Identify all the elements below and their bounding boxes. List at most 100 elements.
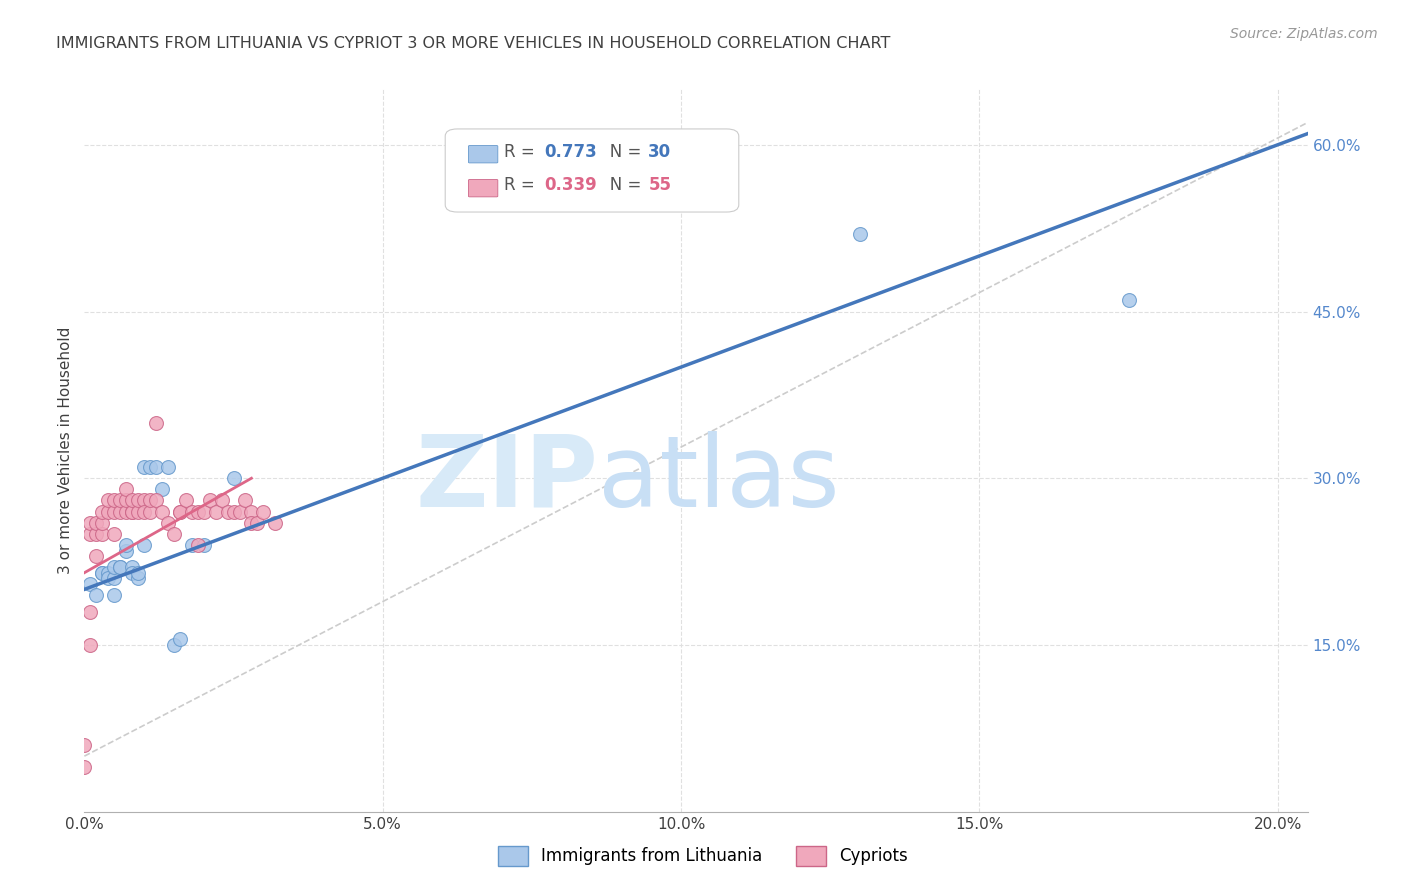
Legend: Immigrants from Lithuania, Cypriots: Immigrants from Lithuania, Cypriots: [485, 832, 921, 880]
Point: [132, 505, 155, 519]
Point: [145, 416, 167, 430]
Point: [108, 560, 131, 574]
Point: [240, 505, 263, 519]
Point: [79, 516, 101, 530]
FancyBboxPatch shape: [446, 129, 738, 212]
Point: [115, 505, 138, 519]
Point: [91, 566, 114, 580]
Point: [84, 516, 107, 530]
Point: [97, 493, 120, 508]
Point: [121, 566, 143, 580]
Point: [108, 493, 131, 508]
Point: [97, 566, 120, 580]
Point: [103, 505, 125, 519]
Point: [91, 516, 114, 530]
FancyBboxPatch shape: [468, 179, 498, 197]
Point: [156, 460, 179, 475]
Point: [174, 493, 197, 508]
Point: [163, 638, 186, 652]
Point: [252, 505, 274, 519]
Point: [103, 571, 125, 585]
Point: [132, 460, 155, 475]
Point: [115, 483, 138, 497]
Text: N =: N =: [595, 177, 647, 194]
Point: [79, 526, 101, 541]
Point: [145, 493, 167, 508]
Point: [180, 505, 202, 519]
Point: [97, 571, 120, 585]
Point: [79, 605, 101, 619]
Point: [180, 538, 202, 552]
Point: [121, 505, 143, 519]
Point: [115, 543, 138, 558]
Y-axis label: 3 or more Vehicles in Household: 3 or more Vehicles in Household: [58, 326, 73, 574]
Text: 30: 30: [648, 143, 672, 161]
Point: [121, 505, 143, 519]
Point: [97, 505, 120, 519]
Point: [211, 493, 233, 508]
Point: [246, 516, 269, 530]
Point: [187, 538, 209, 552]
Point: [127, 571, 149, 585]
Point: [222, 505, 245, 519]
Point: [187, 505, 209, 519]
Point: [84, 549, 107, 563]
Point: [115, 493, 138, 508]
Point: [169, 505, 191, 519]
Point: [169, 505, 191, 519]
Point: [91, 505, 114, 519]
Text: R =: R =: [503, 177, 540, 194]
Point: [121, 560, 143, 574]
Point: [132, 538, 155, 552]
FancyBboxPatch shape: [468, 145, 498, 163]
Point: [127, 505, 149, 519]
Point: [139, 505, 162, 519]
Point: [193, 505, 215, 519]
Point: [73, 738, 96, 752]
Point: [108, 505, 131, 519]
Point: [103, 493, 125, 508]
Point: [163, 526, 186, 541]
Text: 55: 55: [648, 177, 671, 194]
Point: [228, 505, 250, 519]
Point: [169, 632, 191, 647]
Point: [204, 505, 226, 519]
Point: [103, 526, 125, 541]
Point: [222, 471, 245, 485]
Point: [145, 460, 167, 475]
Point: [91, 566, 114, 580]
Point: [127, 566, 149, 580]
Point: [198, 493, 221, 508]
Text: R =: R =: [503, 143, 540, 161]
Text: N =: N =: [595, 143, 647, 161]
Point: [132, 493, 155, 508]
Point: [193, 538, 215, 552]
Point: [108, 560, 131, 574]
Point: [217, 505, 239, 519]
Point: [79, 577, 101, 591]
Point: [84, 588, 107, 602]
Text: ZIP: ZIP: [415, 431, 598, 528]
Point: [139, 460, 162, 475]
Point: [79, 638, 101, 652]
Point: [240, 516, 263, 530]
Point: [849, 227, 872, 241]
Point: [103, 560, 125, 574]
Point: [115, 538, 138, 552]
Point: [1118, 293, 1140, 308]
Point: [121, 493, 143, 508]
Text: Source: ZipAtlas.com: Source: ZipAtlas.com: [1230, 27, 1378, 41]
Text: 0.773: 0.773: [544, 143, 598, 161]
Text: IMMIGRANTS FROM LITHUANIA VS CYPRIOT 3 OR MORE VEHICLES IN HOUSEHOLD CORRELATION: IMMIGRANTS FROM LITHUANIA VS CYPRIOT 3 O…: [56, 36, 890, 51]
Point: [73, 760, 96, 774]
Point: [139, 493, 162, 508]
Point: [150, 505, 173, 519]
Point: [150, 483, 173, 497]
Point: [127, 493, 149, 508]
Point: [91, 526, 114, 541]
Point: [156, 516, 179, 530]
Point: [235, 493, 257, 508]
Text: atlas: atlas: [598, 431, 839, 528]
Point: [103, 588, 125, 602]
Point: [264, 516, 287, 530]
